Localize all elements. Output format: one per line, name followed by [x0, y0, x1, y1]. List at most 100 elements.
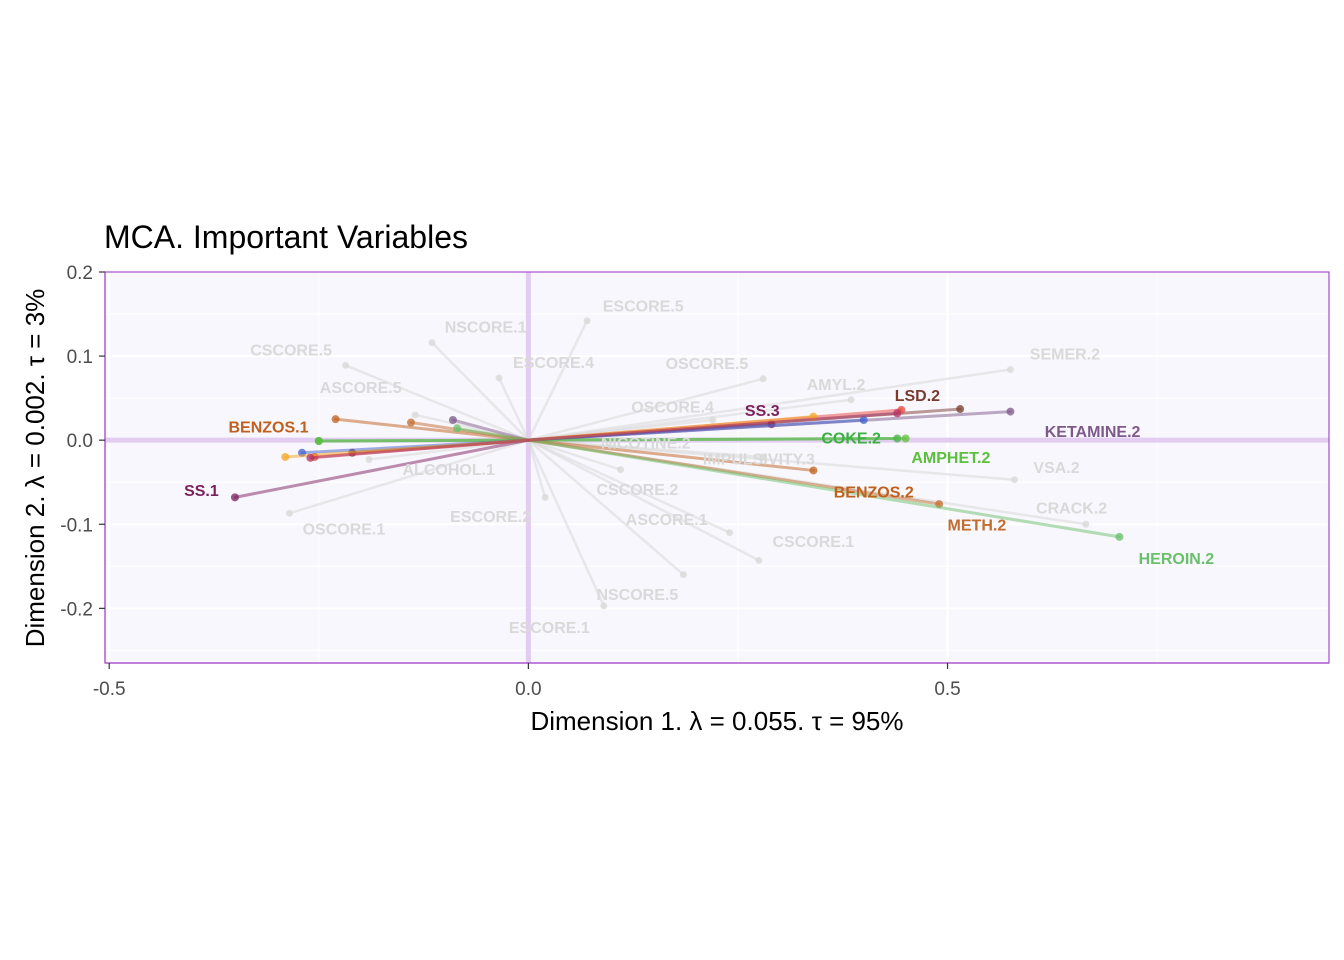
background-segment: [527, 438, 622, 471]
point-label: OSCORE.4: [631, 400, 714, 417]
series-point: [809, 466, 818, 475]
point-label: BENZOS.2: [834, 484, 914, 501]
y-tick-label: -0.1: [60, 515, 93, 536]
background-point: [583, 317, 591, 325]
background-segment: [527, 438, 1016, 481]
background-point: [1006, 366, 1014, 374]
series-segment: [317, 438, 530, 443]
series-point: [893, 409, 902, 418]
series-segment: [526, 438, 815, 472]
background-point: [495, 374, 503, 382]
point-label: ESCORE.4: [513, 355, 594, 372]
point-label: BENZOS.1: [228, 420, 308, 437]
point-label: NSCORE.1: [445, 320, 527, 337]
background-segment: [497, 376, 530, 442]
background-point: [1011, 476, 1019, 484]
point-label: ESCORE.2: [450, 509, 531, 526]
point-label: ASCORE.5: [320, 380, 402, 397]
background-segment: [527, 377, 765, 442]
point-label: IMPULSIVITY.3: [703, 452, 815, 469]
background-segment: [527, 438, 731, 534]
point-label: VSA.2: [1033, 460, 1079, 477]
y-tick-label: 0.1: [67, 347, 93, 368]
point-label: CSCORE.1: [773, 534, 855, 551]
y-tick-label: 0.2: [67, 263, 93, 284]
point-label: NSCORE.5: [596, 587, 678, 604]
point-label: ESCORE.1: [509, 620, 590, 637]
series-point: [901, 434, 910, 443]
point-label: KETAMINE.2: [1045, 424, 1141, 441]
point-label: HEROIN.2: [1139, 551, 1215, 568]
background-segment: [527, 438, 606, 608]
x-tick-label: 0.5: [934, 679, 960, 700]
series-segment: [526, 411, 899, 442]
background-point: [600, 602, 608, 610]
background-segment: [288, 438, 530, 515]
series-segment: [526, 436, 908, 442]
background-point: [617, 466, 625, 474]
point-label: ALCOHOL.1: [402, 462, 495, 479]
series-point: [1006, 407, 1015, 416]
series-segment: [455, 426, 530, 442]
series-point: [407, 418, 415, 427]
point-label: SEMER.2: [1030, 347, 1100, 364]
series-point: [314, 437, 323, 446]
background-segment: [430, 341, 530, 442]
background-point: [726, 529, 734, 537]
point-label: AMPHET.2: [911, 450, 990, 467]
point-label: COKE.2: [821, 431, 881, 448]
y-tick-label: 0.0: [67, 431, 93, 452]
x-axis-title: Dimension 1. λ = 0.055. τ = 95%: [530, 706, 903, 736]
point-label: NICOTINE.2: [601, 436, 691, 453]
axes: -0.5 0.0 0.5 0.2 0.1 0.0 -0.1 -0.2: [60, 263, 1329, 700]
background-segment: [527, 438, 761, 562]
series-segment: [526, 438, 1121, 539]
point-label: CRACK.2: [1036, 500, 1107, 517]
point-label: OSCORE.1: [303, 521, 386, 538]
series-point: [859, 415, 868, 424]
series-point: [230, 493, 239, 502]
background-segment: [527, 319, 589, 442]
x-tick-label: 0.0: [515, 679, 541, 700]
chart-title: MCA. Important Variables: [104, 219, 468, 255]
point-label: SS.3: [745, 403, 780, 420]
background-point: [285, 509, 293, 517]
background-point: [342, 361, 350, 369]
background-point: [1082, 520, 1090, 528]
series-point: [306, 453, 315, 462]
point-label: METH.2: [948, 517, 1007, 534]
point-label: ASCORE.1: [626, 512, 708, 529]
point-label: SS.1: [184, 483, 219, 500]
background-point: [755, 556, 763, 564]
point-label: AMYL.2: [807, 377, 866, 394]
point-label: ESCORE.5: [603, 299, 684, 316]
series-point: [448, 415, 457, 424]
background-segment: [527, 438, 685, 576]
highlighted-series: [230, 405, 1124, 541]
point-label: CSCORE.2: [596, 482, 678, 499]
series-point: [453, 424, 462, 433]
series-segment: [308, 438, 530, 460]
background-segment: [344, 364, 530, 442]
y-axis-title: Dimension 2. λ = 0.002. τ = 3%: [20, 289, 50, 648]
background-segment: [527, 368, 1012, 442]
point-labels: ESCORE.5 NSCORE.1 CSCORE.5 ESCORE.4 OSCORE.5…: [184, 299, 1214, 637]
point-label: CSCORE.5: [250, 342, 332, 359]
point-label: OSCORE.5: [666, 356, 749, 373]
background-point: [428, 339, 436, 347]
series-point: [956, 405, 965, 414]
background-point: [759, 375, 767, 383]
background-point: [411, 411, 419, 419]
y-tick-label: -0.2: [60, 599, 93, 620]
series-segment: [233, 438, 530, 499]
background-point: [847, 396, 855, 404]
background-point: [365, 456, 373, 464]
series-point: [1115, 532, 1124, 541]
background-point: [679, 571, 687, 579]
point-label: LSD.2: [895, 388, 940, 405]
series-point: [331, 415, 340, 424]
x-tick-label: -0.5: [93, 679, 126, 700]
background-segment: [527, 438, 547, 499]
background-point: [709, 416, 717, 424]
